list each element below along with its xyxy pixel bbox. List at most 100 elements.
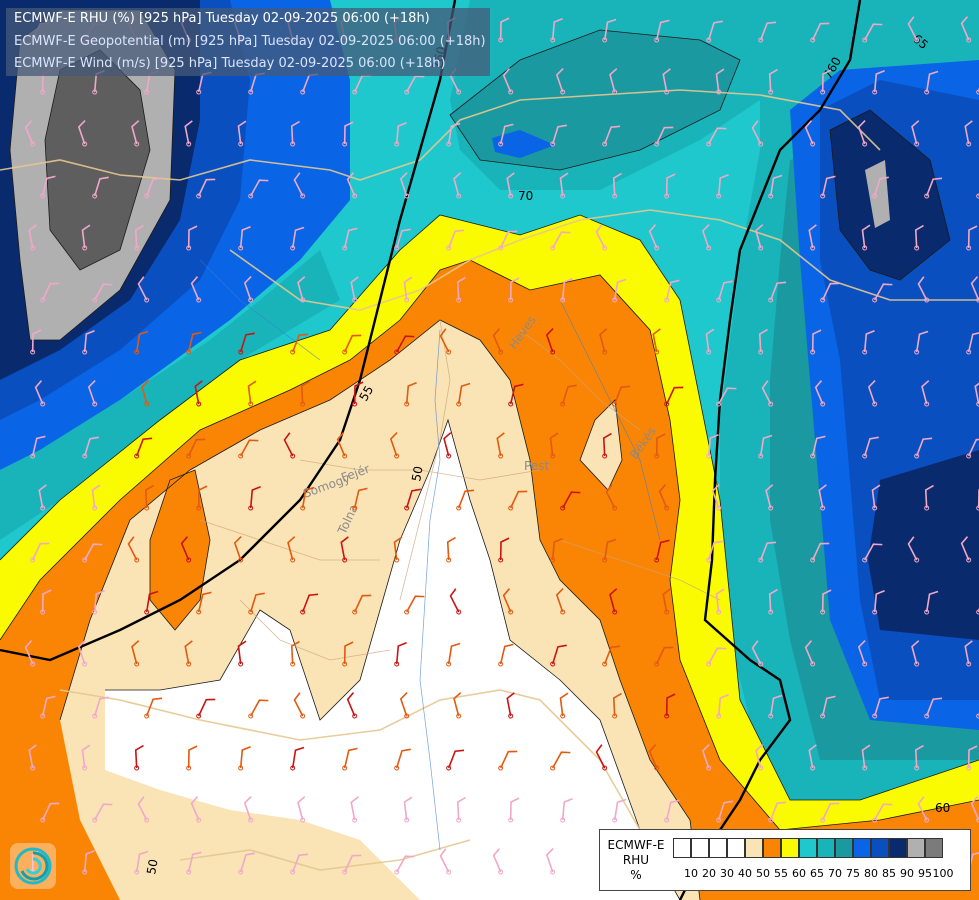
wind-barb (716, 174, 729, 199)
wind-barb (186, 438, 206, 459)
wind-barb (755, 224, 764, 251)
wind-barb (716, 694, 729, 719)
wind-barb (705, 328, 715, 355)
wind-barb (820, 69, 832, 95)
wind-barb (82, 330, 95, 355)
wind-barb (403, 796, 413, 823)
wind-barb (403, 276, 413, 303)
wind-barb (237, 640, 247, 667)
legend-swatch (907, 838, 925, 858)
wind-barb (652, 328, 661, 355)
wind-barb (550, 644, 567, 667)
wind-barb (595, 224, 608, 251)
wind-barb (559, 692, 569, 719)
wind-barb (238, 852, 255, 875)
wind-barb (808, 224, 817, 251)
legend-tick-label: 20 (702, 867, 716, 880)
legend-swatch (745, 838, 763, 858)
wind-barb (768, 68, 778, 95)
wind-barb (924, 177, 943, 199)
rhu-75-region-left-edge (0, 250, 340, 540)
legend-tick-label: 40 (738, 867, 752, 880)
wind-barb (560, 491, 581, 511)
wind-barb (453, 692, 462, 719)
wind-barb (127, 536, 140, 563)
wind-barb (612, 692, 622, 719)
wind-barb (751, 120, 764, 147)
wind-barb (715, 68, 725, 95)
rhu-50-region (105, 420, 680, 900)
wind-barb (706, 20, 723, 43)
wind-barb (439, 848, 452, 875)
wind-barb (498, 643, 514, 667)
wind-barb (654, 539, 670, 563)
wind-barb (765, 484, 774, 511)
wind-barb (352, 594, 372, 615)
legend-swatch (889, 838, 907, 858)
wind-barb (602, 645, 621, 667)
wind-barb (502, 68, 514, 95)
rhu-85-blob-top (492, 130, 555, 158)
wind-barb (545, 848, 556, 875)
wind-barb (498, 537, 510, 563)
wind-barb (134, 437, 153, 459)
wind-barb (28, 744, 37, 771)
wind-barb (502, 588, 514, 615)
wind-barb (394, 228, 411, 251)
wind-barb (248, 179, 269, 199)
wind-barb (134, 744, 144, 771)
wind-barb (498, 123, 514, 147)
wind-barb (751, 640, 764, 667)
wind-barb (602, 432, 612, 459)
wind-barb (196, 485, 208, 511)
wind-barb (297, 276, 306, 303)
wind-barb (970, 796, 979, 823)
place-label-pest: Pest (524, 459, 549, 473)
wind-barb (862, 436, 879, 459)
wind-barb (446, 642, 461, 667)
wind-barb (186, 851, 202, 875)
wind-barb (964, 640, 973, 667)
wind-barb (247, 380, 257, 407)
wind-barb (508, 277, 520, 303)
rhu-legend: ECMWF-E RHU % 10 20 30 40 50 55 60 65 70 75 80 85 90… (599, 829, 971, 891)
rhu-100-region-left (45, 50, 150, 270)
wind-barb (555, 68, 566, 95)
wind-barb (701, 744, 712, 771)
legend-swatch (709, 838, 727, 858)
wind-barb (862, 23, 883, 43)
contour-label-60: 60 (935, 801, 950, 815)
wind-barb (446, 536, 456, 563)
wind-barb (40, 175, 56, 199)
wind-barb (555, 588, 566, 615)
wind-barb (820, 175, 836, 199)
legend-tick-label: 65 (810, 867, 824, 880)
wind-barb (186, 745, 198, 771)
wind-barb (446, 749, 465, 771)
wind-barb (715, 588, 725, 615)
wind-barb (498, 230, 518, 251)
wind-barb (820, 695, 836, 719)
wind-barb (818, 484, 827, 511)
wind-barb (28, 224, 37, 251)
wind-barb (394, 642, 407, 667)
legend-swatch (673, 838, 691, 858)
wind-barb (662, 588, 671, 615)
wind-barb (404, 595, 425, 615)
legend-tick-label: 10 (684, 867, 698, 880)
wind-barb (300, 593, 319, 615)
wind-barb (960, 16, 972, 43)
wind-barb (911, 640, 920, 667)
wind-barb (654, 646, 674, 667)
wind-barb (508, 383, 524, 407)
wind-barb (861, 224, 871, 251)
wind-barb (453, 172, 462, 199)
wind-barb (238, 226, 251, 251)
wind-barb (30, 542, 50, 563)
wind-barb (342, 747, 358, 771)
wind-barb (184, 120, 193, 147)
wind-barb (399, 172, 410, 199)
legend-tick-label: 70 (828, 867, 842, 880)
wind-barb (24, 120, 36, 147)
wind-barb (238, 439, 259, 459)
